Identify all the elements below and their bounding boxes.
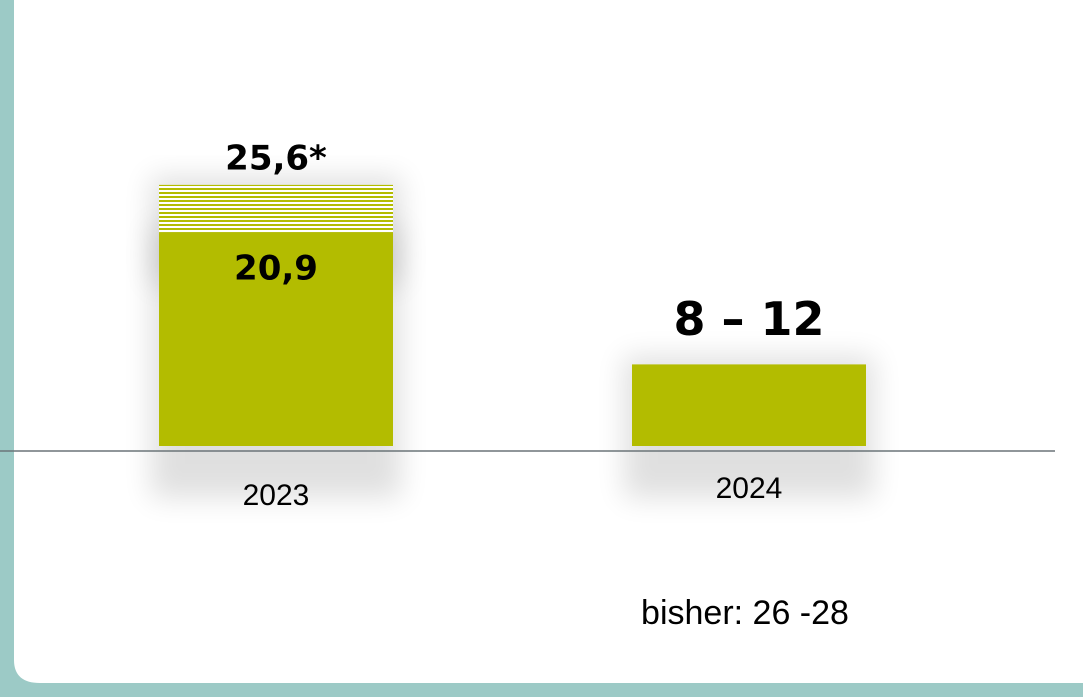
annotation: bisher: 26 -28 — [641, 594, 849, 632]
x-tick-label: 2024 — [716, 472, 783, 505]
x-tick-label: 2023 — [243, 479, 310, 512]
bar — [159, 232, 393, 446]
bar — [632, 364, 866, 446]
value-label: 20,9 — [234, 248, 318, 288]
bar-hatched — [159, 184, 393, 233]
total-label: 25,6* — [225, 138, 327, 178]
value-label: 8 – 12 — [673, 292, 824, 346]
